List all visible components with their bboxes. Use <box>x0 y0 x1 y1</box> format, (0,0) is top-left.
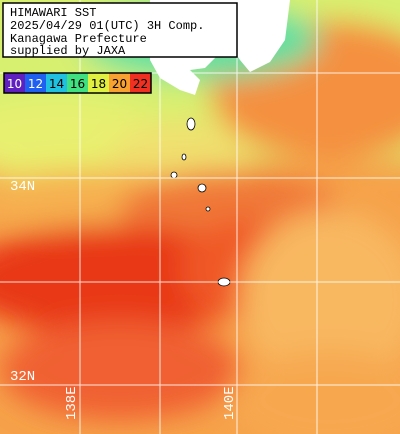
title-line: Kanagawa Prefecture <box>10 32 147 46</box>
grid-labels: 34N 32N 138E 140E <box>10 179 238 420</box>
colorbar-frame <box>3 72 152 94</box>
colorbar: 10 12 14 16 18 20 22 <box>3 72 152 94</box>
colorbar-label: 22 <box>133 77 148 91</box>
title-box: HIMAWARI SST 2025/04/29 01(UTC) 3H Comp.… <box>2 2 238 58</box>
lat-label: 32N <box>10 369 35 385</box>
lat-label: 34N <box>10 179 35 195</box>
colorbar-swatch <box>67 73 88 93</box>
colorbar-swatch <box>4 73 25 93</box>
colorbar-label: 18 <box>91 77 106 91</box>
colorbar-swatch <box>88 73 109 93</box>
title-line: 2025/04/29 01(UTC) 3H Comp. <box>10 19 204 33</box>
land <box>160 70 200 95</box>
colorbar-label: 16 <box>70 77 85 91</box>
colorbar-label: 12 <box>28 77 43 91</box>
colorbar-label: 14 <box>49 77 64 91</box>
lon-label: 140E <box>222 386 238 420</box>
lon-label: 138E <box>64 386 80 420</box>
title-line: HIMAWARI SST <box>10 6 96 20</box>
colorbar-swatch <box>109 73 130 93</box>
title-line: supplied by JAXA <box>10 44 126 58</box>
colorbar-swatch <box>25 73 46 93</box>
colorbar-swatch <box>46 73 67 93</box>
colorbar-label: 20 <box>112 77 127 91</box>
colorbar-label: 10 <box>7 77 22 91</box>
colorbar-swatch <box>130 73 151 93</box>
